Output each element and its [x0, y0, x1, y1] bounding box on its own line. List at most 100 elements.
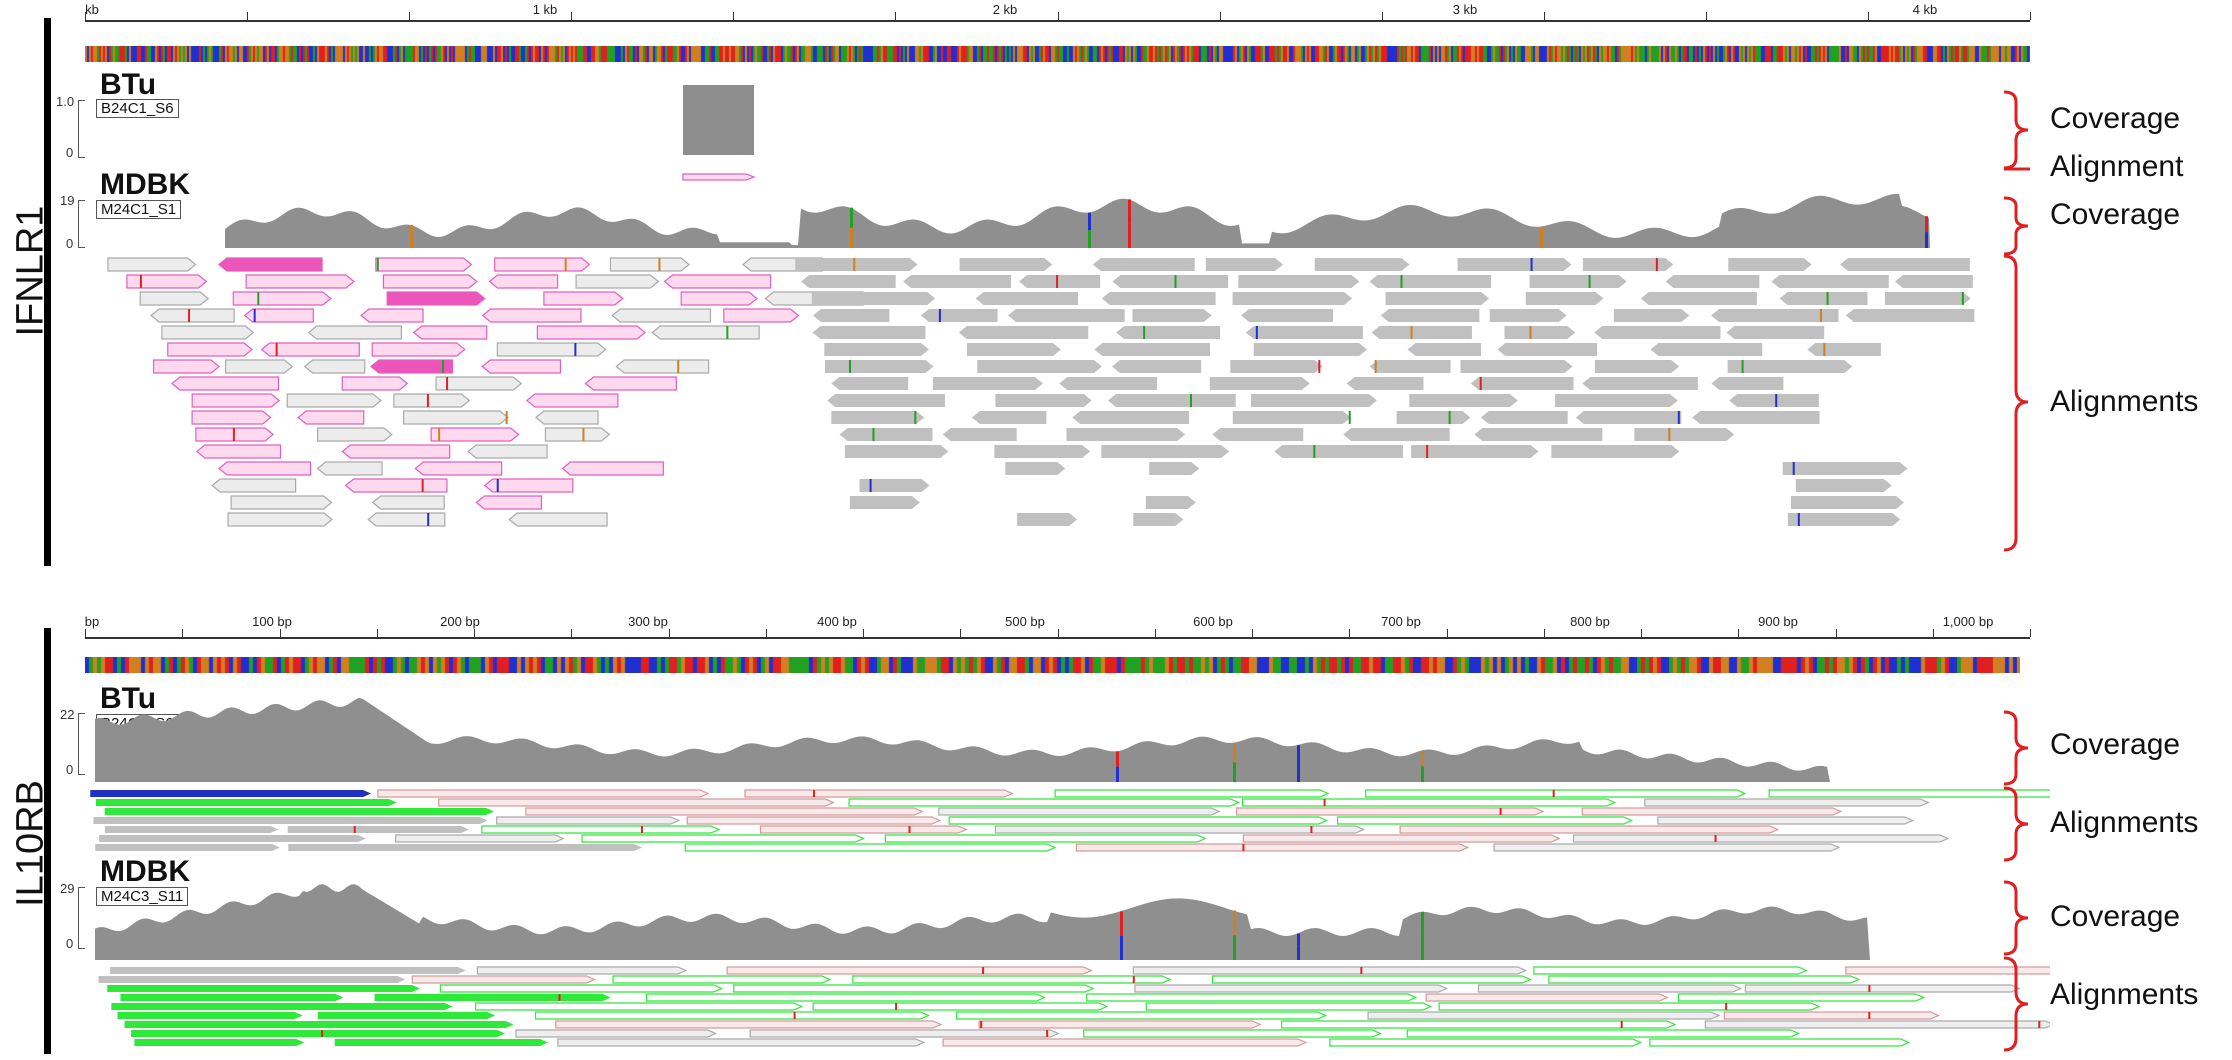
read-alignment: [1133, 513, 1184, 526]
read-alignment: [1710, 309, 1839, 322]
ruler-tick: [247, 12, 249, 20]
read-alignment: [525, 393, 619, 408]
annotation-label: Alignments: [2050, 385, 2199, 418]
read-alignment: [167, 342, 253, 357]
ruler-label: 700 bp: [1381, 614, 1421, 629]
read-alignment: [430, 427, 520, 442]
mismatch-mark: [1255, 326, 1258, 339]
read-alignment: [307, 325, 403, 340]
mismatch-mark: [188, 309, 191, 322]
ruler-tick: [376, 629, 378, 637]
ruler-tick: [1446, 629, 1448, 637]
read-alignment: [611, 308, 712, 323]
read-alignment: [1336, 816, 1634, 825]
read-alignment: [1497, 343, 1597, 356]
read-alignment: [1409, 394, 1518, 407]
read-alignment: [494, 257, 591, 272]
read-alignment: [243, 308, 314, 323]
mismatch-mark: [1868, 985, 1871, 992]
mismatch-mark: [1046, 1030, 1049, 1037]
mismatch-mark: [1961, 292, 1964, 305]
read-alignment: [543, 291, 624, 306]
annotation-label: Alignments: [2050, 806, 2199, 839]
scale-bracket: [78, 713, 85, 775]
read-alignment: [1768, 789, 2050, 798]
variant-mark: [1233, 742, 1236, 763]
read-alignment: [475, 495, 543, 510]
ruler-tick: [1349, 629, 1351, 637]
mismatch-mark: [558, 994, 561, 1001]
read-alignment: [1274, 445, 1404, 458]
mismatch-mark: [1310, 826, 1313, 833]
mismatch-mark: [1374, 360, 1377, 373]
read-alignment: [824, 343, 929, 356]
read-alignment: [1821, 479, 1892, 492]
mismatch-mark: [2038, 1021, 2041, 1028]
ifnlr1-reference-sequence: [85, 46, 2030, 62]
mismatch-mark: [253, 309, 256, 322]
scale-max: 19: [60, 193, 75, 208]
read-alignment: [104, 808, 495, 815]
read-alignment: [1807, 343, 1881, 356]
variant-mark: [1116, 751, 1119, 767]
read-alignment: [375, 257, 473, 272]
mismatch-mark: [1323, 799, 1326, 806]
read-alignment: [1460, 360, 1573, 373]
read-alignment: [1771, 275, 1889, 288]
ruler-label: kb: [85, 2, 99, 17]
bracket-alignments-mdbk: [2003, 254, 2029, 552]
read-alignment: [110, 967, 466, 974]
read-alignment: [1343, 428, 1450, 441]
read-alignment: [286, 393, 382, 408]
mismatch-mark: [982, 967, 985, 974]
ruler-tick: [85, 629, 86, 637]
read-alignment: [1613, 309, 1690, 322]
read-alignment: [811, 292, 936, 305]
variant-mark: [1233, 935, 1236, 960]
read-alignment: [1253, 343, 1368, 356]
read-alignment: [651, 325, 760, 340]
read-alignment: [374, 994, 611, 1001]
ruler-tick: [409, 12, 411, 20]
mismatch-mark: [726, 326, 729, 339]
mismatch-mark: [1529, 326, 1532, 339]
read-alignment: [958, 326, 1089, 339]
mismatch-mark: [1410, 326, 1413, 339]
variant-mark: [1088, 230, 1091, 248]
bracket-alignments-btu: [2003, 786, 2029, 862]
mismatch-mark: [872, 428, 875, 441]
sample-name-btu: BTu: [100, 68, 157, 101]
read-alignment: [317, 1012, 496, 1019]
read-alignment: [1072, 411, 1190, 424]
read-alignment: [1438, 1002, 1821, 1011]
read-alignment: [475, 1002, 804, 1011]
read-alignment: [1385, 292, 1490, 305]
read-alignment: [360, 308, 424, 323]
read-alignment: [1594, 326, 1721, 339]
ruler-tick: [182, 629, 184, 637]
bracket-coverage-btu: [2003, 90, 2029, 170]
read-alignment: [476, 966, 688, 975]
variant-mark: [1421, 766, 1424, 782]
read-alignment: [1134, 984, 1449, 993]
read-alignment: [1665, 275, 1760, 288]
read-alignment: [260, 342, 360, 357]
variant-mark: [1120, 935, 1123, 960]
read-alignment: [561, 461, 664, 476]
mismatch-mark: [1868, 1012, 1871, 1019]
read-alignment: [496, 342, 607, 357]
ruler-tick: [474, 629, 475, 637]
read-alignment: [1711, 377, 1784, 390]
read-alignment: [371, 342, 466, 357]
variant-mark: [1421, 935, 1424, 960]
read-alignment: [1575, 411, 1682, 424]
ruler-tick: [1154, 629, 1156, 637]
variant-mark: [1925, 232, 1928, 248]
mismatch-mark: [1143, 326, 1146, 339]
read-alignment: [1369, 275, 1492, 288]
read-alignment: [303, 359, 366, 374]
read-alignment: [139, 291, 210, 306]
read-alignment: [1644, 798, 1930, 807]
read-alignment: [1111, 360, 1202, 373]
read-alignment: [942, 1038, 1308, 1047]
